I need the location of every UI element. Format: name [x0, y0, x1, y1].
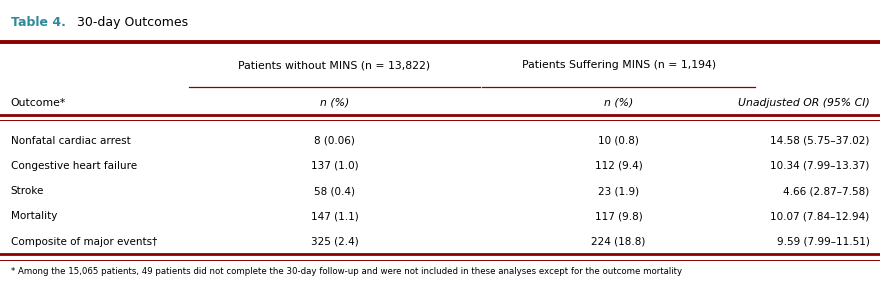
Text: n (%): n (%): [319, 98, 349, 108]
Text: 224 (18.8): 224 (18.8): [591, 237, 646, 246]
Text: 10.07 (7.84–12.94): 10.07 (7.84–12.94): [770, 211, 869, 221]
Text: Outcome*: Outcome*: [11, 98, 66, 108]
Text: 58 (0.4): 58 (0.4): [314, 186, 355, 196]
Text: 30-day Outcomes: 30-day Outcomes: [77, 16, 188, 29]
Text: 4.66 (2.87–7.58): 4.66 (2.87–7.58): [783, 186, 869, 196]
Text: Unadjusted OR (95% CI): Unadjusted OR (95% CI): [737, 98, 869, 108]
Text: 325 (2.4): 325 (2.4): [311, 237, 358, 246]
Text: Nonfatal cardiac arrest: Nonfatal cardiac arrest: [11, 136, 130, 146]
Text: * Among the 15,065 patients, 49 patients did not complete the 30-day follow-up a: * Among the 15,065 patients, 49 patients…: [11, 267, 682, 276]
Text: 112 (9.4): 112 (9.4): [595, 161, 642, 171]
Text: Table 4.: Table 4.: [11, 16, 65, 29]
Text: Mortality: Mortality: [11, 211, 57, 221]
Text: 117 (9.8): 117 (9.8): [595, 211, 642, 221]
Text: 10.34 (7.99–13.37): 10.34 (7.99–13.37): [770, 161, 869, 171]
Text: 9.59 (7.99–11.51): 9.59 (7.99–11.51): [776, 237, 869, 246]
Text: Congestive heart failure: Congestive heart failure: [11, 161, 136, 171]
Text: 10 (0.8): 10 (0.8): [598, 136, 639, 146]
Text: Patients Suffering MINS (n = 1,194): Patients Suffering MINS (n = 1,194): [522, 60, 715, 70]
Text: 137 (1.0): 137 (1.0): [311, 161, 358, 171]
Text: 8 (0.06): 8 (0.06): [314, 136, 355, 146]
Text: 23 (1.9): 23 (1.9): [598, 186, 639, 196]
Text: Stroke: Stroke: [11, 186, 44, 196]
Text: 14.58 (5.75–37.02): 14.58 (5.75–37.02): [770, 136, 869, 146]
Text: Patients without MINS (n = 13,822): Patients without MINS (n = 13,822): [238, 60, 430, 70]
Text: 147 (1.1): 147 (1.1): [311, 211, 358, 221]
Text: n (%): n (%): [604, 98, 634, 108]
Text: Composite of major events†: Composite of major events†: [11, 237, 157, 246]
